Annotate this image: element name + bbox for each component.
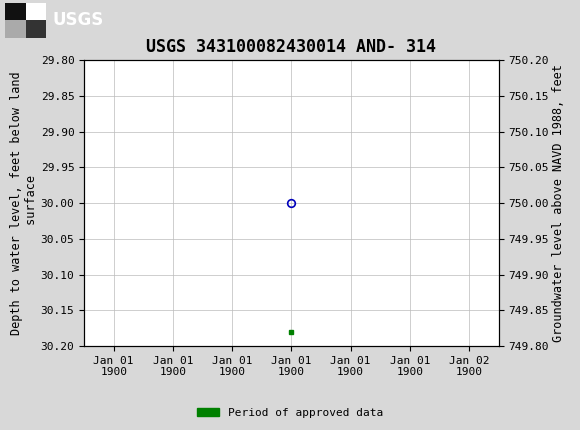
Title: USGS 343100082430014 AND- 314: USGS 343100082430014 AND- 314 [147, 38, 437, 56]
Y-axis label: Depth to water level, feet below land
 surface: Depth to water level, feet below land su… [10, 71, 38, 335]
Text: USGS: USGS [52, 12, 103, 29]
Bar [26, 20, 46, 37]
Bar [5, 3, 26, 20]
Bar [5, 3, 46, 37]
Y-axis label: Groundwater level above NAVD 1988, feet: Groundwater level above NAVD 1988, feet [552, 64, 565, 342]
Legend: Period of approved data: Period of approved data [193, 403, 387, 422]
Bar [5, 20, 26, 37]
